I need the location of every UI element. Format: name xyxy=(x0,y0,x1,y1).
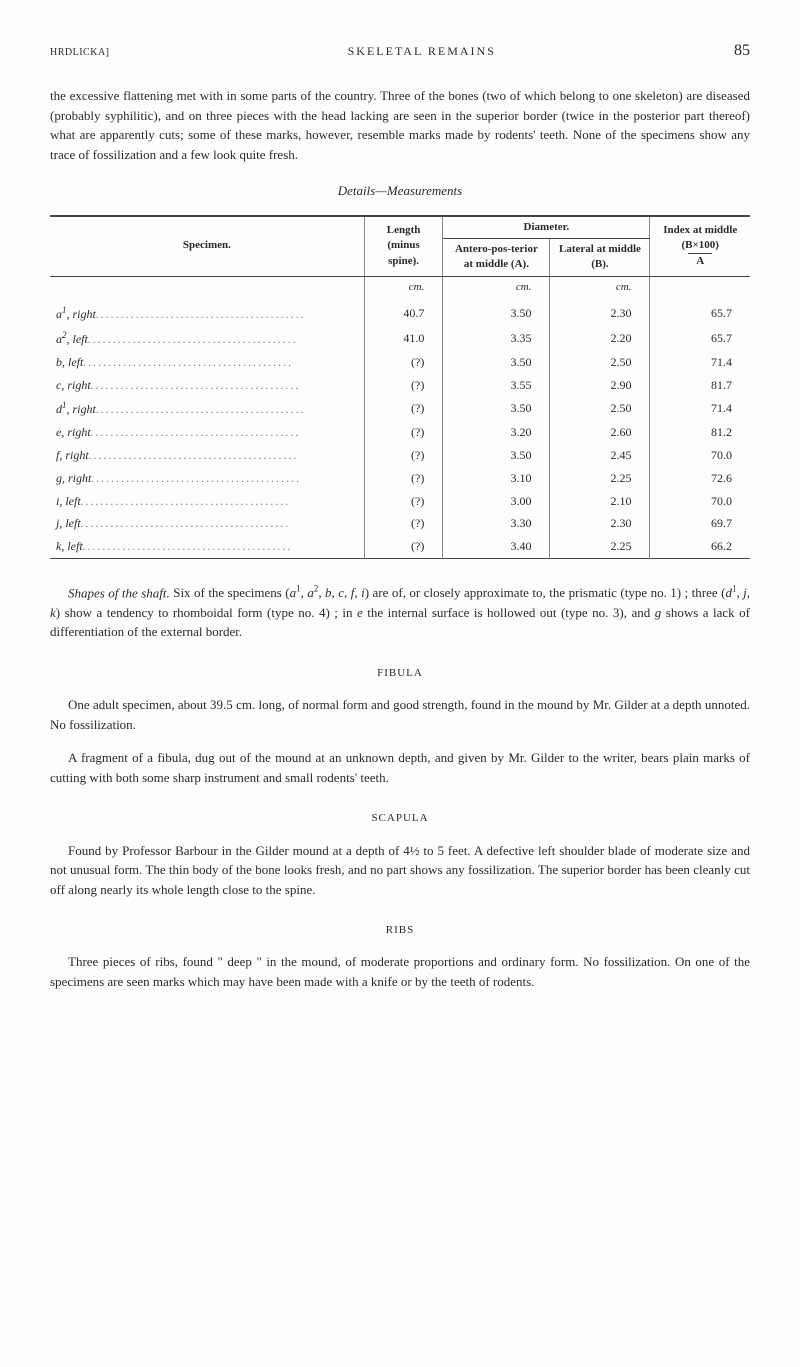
cell-lateral: 2.50 xyxy=(550,396,650,421)
row-label: g, right xyxy=(50,467,364,490)
cell-length: 40.7 xyxy=(364,301,443,326)
index-label: Index at middle (B×100) xyxy=(663,224,737,251)
ribs-heading: RIBS xyxy=(50,923,750,938)
col-header-length: Length (minus spine). xyxy=(364,216,443,277)
cell-length: 41.0 xyxy=(364,326,443,351)
cell-antero: 3.35 xyxy=(443,326,550,351)
cell-antero: 3.50 xyxy=(443,301,550,326)
cell-index: 71.4 xyxy=(650,396,750,421)
table-row: c, right(?)3.552.9081.7 xyxy=(50,374,750,397)
cell-index: 72.6 xyxy=(650,467,750,490)
cell-lateral: 2.10 xyxy=(550,490,650,513)
cell-antero: 3.40 xyxy=(443,535,550,558)
author-tag: HRDLICKA] xyxy=(50,46,110,60)
cell-index: 70.0 xyxy=(650,490,750,513)
scapula-p1: Found by Professor Barbour in the Gilder… xyxy=(50,841,750,900)
cell-index: 66.2 xyxy=(650,535,750,558)
cell-antero: 3.30 xyxy=(443,512,550,535)
col-header-diameter: Diameter. xyxy=(443,216,650,239)
row-label: d1, right xyxy=(50,396,364,421)
table-row: b, left(?)3.502.5071.4 xyxy=(50,351,750,374)
unit-antero: cm. xyxy=(443,276,550,301)
col-header-antero: Antero-pos-terior at middle (A). xyxy=(443,238,550,276)
row-label: f, right xyxy=(50,444,364,467)
cell-lateral: 2.30 xyxy=(550,301,650,326)
scapula-heading: SCAPULA xyxy=(50,811,750,826)
page-title: SKELETAL REMAINS xyxy=(348,43,496,60)
cell-length: (?) xyxy=(364,535,443,558)
row-label: a2, left xyxy=(50,326,364,351)
unit-length: cm. xyxy=(364,276,443,301)
index-denom: A xyxy=(688,253,712,269)
intro-paragraph: the excessive flattening met with in som… xyxy=(50,86,750,164)
cell-antero: 3.50 xyxy=(443,396,550,421)
table-row: g, right(?)3.102.2572.6 xyxy=(50,467,750,490)
table-row: a2, left41.03.352.2065.7 xyxy=(50,326,750,351)
measurements-table: Specimen. Length (minus spine). Diameter… xyxy=(50,215,750,559)
cell-index: 65.7 xyxy=(650,326,750,351)
cell-lateral: 2.60 xyxy=(550,421,650,444)
table-row: a1, right40.73.502.3065.7 xyxy=(50,301,750,326)
cell-lateral: 2.45 xyxy=(550,444,650,467)
cell-antero: 3.55 xyxy=(443,374,550,397)
col-header-index: Index at middle (B×100) A xyxy=(650,216,750,277)
cell-length: (?) xyxy=(364,374,443,397)
row-label: j, left xyxy=(50,512,364,535)
cell-antero: 3.10 xyxy=(443,467,550,490)
page-number: 85 xyxy=(734,40,750,62)
cell-length: (?) xyxy=(364,512,443,535)
page-header: HRDLICKA] SKELETAL REMAINS 85 xyxy=(50,40,750,62)
row-label: k, left xyxy=(50,535,364,558)
table-caption: Details—Measurements xyxy=(50,182,750,200)
shapes-paragraph: Shapes of the shaft. Six of the specimen… xyxy=(50,583,750,642)
fibula-p1: One adult specimen, about 39.5 cm. long,… xyxy=(50,695,750,734)
fibula-p2: A fragment of a fibula, dug out of the m… xyxy=(50,748,750,787)
col-header-lateral: Lateral at middle (B). xyxy=(550,238,650,276)
row-label: b, left xyxy=(50,351,364,374)
cell-lateral: 2.25 xyxy=(550,467,650,490)
cell-lateral: 2.20 xyxy=(550,326,650,351)
table-row: j, left(?)3.302.3069.7 xyxy=(50,512,750,535)
cell-length: (?) xyxy=(364,421,443,444)
cell-length: (?) xyxy=(364,490,443,513)
table-row: f, right(?)3.502.4570.0 xyxy=(50,444,750,467)
cell-length: (?) xyxy=(364,444,443,467)
row-label: i, left xyxy=(50,490,364,513)
cell-index: 81.2 xyxy=(650,421,750,444)
cell-lateral: 2.30 xyxy=(550,512,650,535)
cell-index: 71.4 xyxy=(650,351,750,374)
cell-antero: 3.50 xyxy=(443,444,550,467)
table-row: k, left(?)3.402.2566.2 xyxy=(50,535,750,558)
row-label: e, right xyxy=(50,421,364,444)
ribs-p1: Three pieces of ribs, found " deep " in … xyxy=(50,952,750,991)
cell-lateral: 2.25 xyxy=(550,535,650,558)
cell-antero: 3.50 xyxy=(443,351,550,374)
cell-lateral: 2.90 xyxy=(550,374,650,397)
shapes-lead: Shapes of the shaft. xyxy=(68,585,170,600)
cell-index: 81.7 xyxy=(650,374,750,397)
cell-length: (?) xyxy=(364,351,443,374)
row-label: c, right xyxy=(50,374,364,397)
row-label: a1, right xyxy=(50,301,364,326)
table-row: e, right(?)3.202.6081.2 xyxy=(50,421,750,444)
cell-lateral: 2.50 xyxy=(550,351,650,374)
table-row: i, left(?)3.002.1070.0 xyxy=(50,490,750,513)
cell-index: 65.7 xyxy=(650,301,750,326)
cell-antero: 3.00 xyxy=(443,490,550,513)
table-row: d1, right(?)3.502.5071.4 xyxy=(50,396,750,421)
cell-length: (?) xyxy=(364,467,443,490)
cell-index: 70.0 xyxy=(650,444,750,467)
cell-antero: 3.20 xyxy=(443,421,550,444)
cell-index: 69.7 xyxy=(650,512,750,535)
col-header-specimen: Specimen. xyxy=(50,216,364,277)
unit-lateral: cm. xyxy=(550,276,650,301)
fibula-heading: FIBULA xyxy=(50,666,750,681)
cell-length: (?) xyxy=(364,396,443,421)
